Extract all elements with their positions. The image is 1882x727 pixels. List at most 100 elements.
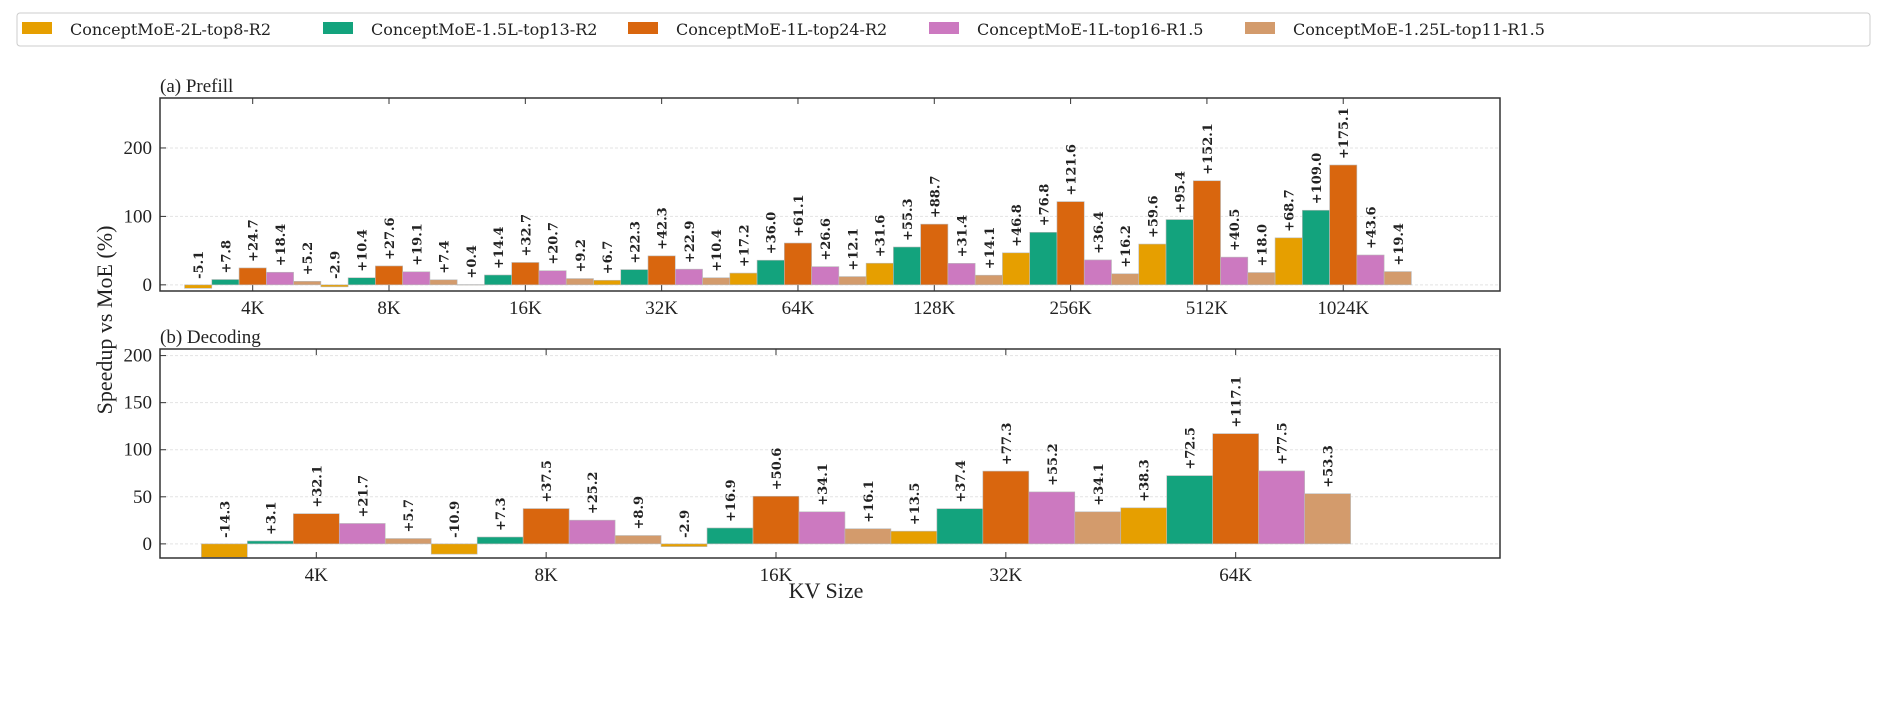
data-label: +36.0 [765, 212, 780, 255]
bar [538, 270, 567, 286]
data-label: +77.3 [1000, 423, 1015, 466]
bar [784, 242, 812, 286]
bar [429, 279, 458, 286]
bar [568, 519, 616, 545]
data-label: +6.7 [601, 241, 616, 275]
data-label: +5.2 [301, 242, 316, 276]
x-tick-label: 16K [509, 298, 542, 319]
data-label: +42.3 [656, 207, 671, 250]
bar [752, 495, 800, 545]
data-label: +10.4 [356, 229, 371, 272]
y-tick-label: 100 [124, 206, 153, 227]
data-label: +16.9 [724, 479, 739, 522]
bar [238, 267, 267, 286]
bar [1166, 475, 1213, 545]
y-tick-label: 0 [143, 275, 153, 296]
bar [1002, 252, 1031, 286]
data-label: +43.6 [1364, 206, 1379, 249]
data-label: -2.9 [678, 510, 693, 538]
bar [982, 470, 1030, 545]
y-tick-label: 50 [133, 487, 152, 508]
y-tick-label: 200 [124, 346, 153, 367]
data-label: +46.8 [1010, 204, 1025, 247]
bar [729, 272, 758, 286]
data-label: +12.1 [846, 228, 861, 271]
data-label: +61.1 [792, 194, 807, 237]
x-tick-label: 32K [645, 298, 678, 319]
bar [247, 540, 294, 545]
bar [660, 543, 708, 547]
bar [890, 530, 938, 545]
bar [1111, 273, 1140, 286]
data-label: +34.1 [816, 463, 831, 506]
x-tick-label: 4K [241, 298, 265, 319]
data-label: +55.2 [1046, 443, 1061, 486]
data-label: -10.9 [448, 501, 463, 538]
bar [1120, 507, 1168, 545]
bar [593, 279, 622, 286]
data-label: +77.5 [1276, 422, 1291, 465]
bar [702, 277, 731, 286]
data-label: +175.1 [1337, 107, 1352, 159]
bar [347, 277, 376, 286]
data-label: +22.3 [628, 221, 643, 264]
bar [1247, 272, 1276, 286]
data-label: +37.4 [954, 460, 969, 503]
data-label: +19.4 [1392, 223, 1407, 266]
bar [1302, 209, 1330, 286]
legend-swatch [1245, 22, 1275, 34]
data-label: +109.0 [1310, 153, 1325, 205]
data-label: +32.7 [519, 214, 534, 257]
bar [1258, 470, 1305, 545]
bar [756, 259, 785, 286]
data-label: +18.4 [274, 224, 289, 267]
data-label: +59.6 [1146, 195, 1161, 238]
data-label: +0.4 [465, 245, 480, 279]
bar [1028, 491, 1076, 545]
data-label: +117.1 [1230, 376, 1245, 428]
data-label: +16.1 [862, 480, 877, 523]
data-label: +32.1 [310, 465, 325, 508]
y-axis-label: Speedup vs MoE (%) [92, 226, 117, 415]
data-label: +7.4 [438, 240, 453, 274]
bar [565, 278, 594, 286]
bar [1083, 259, 1112, 286]
bar [1212, 433, 1259, 545]
bar [811, 266, 840, 286]
data-label: +13.5 [908, 483, 923, 526]
bar [320, 284, 349, 288]
bar [647, 255, 676, 286]
data-label: +53.3 [1322, 445, 1337, 488]
data-label: +5.7 [402, 499, 417, 533]
legend-label: ConceptMoE-1.5L-top13-R2 [371, 20, 597, 39]
bar [293, 513, 340, 545]
data-label: -2.9 [328, 251, 343, 279]
data-label: +121.6 [1065, 144, 1080, 196]
x-tick-label: 8K [377, 298, 401, 319]
legend-swatch [323, 22, 353, 34]
data-label: +26.6 [819, 218, 834, 261]
data-label: +9.2 [574, 239, 589, 273]
bar [1220, 256, 1249, 286]
x-tick-label: 256K [1049, 298, 1092, 319]
data-label: +14.4 [492, 226, 507, 269]
y-tick-label: 200 [124, 138, 153, 159]
data-label: +38.3 [1138, 459, 1153, 502]
panel-title: (b) Decoding [160, 327, 261, 348]
data-label: +17.2 [737, 225, 752, 268]
data-label: +25.2 [586, 472, 601, 515]
data-label: +31.4 [956, 215, 971, 258]
legend-swatch [628, 22, 658, 34]
bar [620, 269, 649, 286]
bar [674, 268, 703, 286]
bar [706, 527, 754, 545]
x-tick-label: 64K [1219, 565, 1252, 586]
axes-frame [159, 348, 1501, 559]
bar [947, 263, 976, 286]
data-label: +10.4 [710, 229, 725, 272]
x-tick-label: 1024K [1317, 298, 1369, 319]
bar [430, 543, 478, 555]
bar [375, 265, 403, 286]
